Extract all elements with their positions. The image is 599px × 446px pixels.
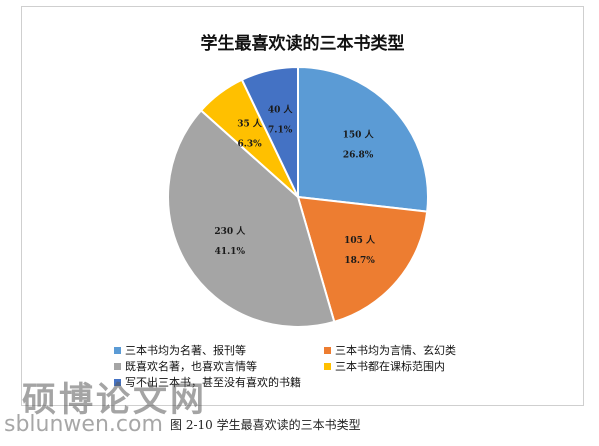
legend-swatch [324, 346, 331, 354]
pie-chart: 150 人 26.8% 105 人 18.7% 230 人 41.1% 35 人 6.3% 40… [167, 65, 429, 328]
watermark-logo: 硕博论文网 [22, 380, 207, 420]
legend-swatch [324, 362, 331, 370]
legend-item-0: 三本书均为名著、报刊等 [114, 343, 324, 357]
pie-count-label-4: 40 人 [268, 103, 294, 115]
chart-frame: 学生最喜欢读的三本书类型 150 人 26.8% 105 人 18.7% 230 人 41… [21, 6, 584, 406]
legend-item-4: 写不出三本书，甚至没有喜欢的书籍 [114, 375, 324, 389]
legend-swatch [114, 362, 121, 370]
pie-percent-label-1: 18.7% [344, 256, 375, 266]
pie-percent-label-0: 26.8% [343, 150, 374, 160]
pie-percent-label-3: 6.3% [237, 140, 262, 150]
chart-legend: 三本书均为名著、报刊等 三本书均为言情、玄幻类既喜欢名著，也喜欢言情等 三本书都在课… [114, 343, 534, 389]
pie-percent-label-2: 41.1% [215, 247, 246, 257]
legend-label: 三本书均为名著、报刊等 [125, 344, 246, 357]
legend-item-2: 既喜欢名著，也喜欢言情等 [114, 359, 324, 373]
legend-item-3: 三本书都在课标范围内 [324, 359, 534, 373]
pie-count-label-1: 105 人 [344, 234, 376, 246]
legend-label: 写不出三本书，甚至没有喜欢的书籍 [125, 376, 301, 389]
pie-count-label-2: 230 人 [214, 225, 246, 237]
pie-slice-0 [297, 65, 429, 213]
pie-count-label-3: 35 人 [237, 118, 263, 130]
legend-label: 既喜欢名著，也喜欢言情等 [125, 360, 257, 373]
pie-count-label-0: 150 人 [343, 128, 375, 140]
pie-slice-2 [167, 109, 336, 328]
pie-slice-4 [240, 65, 299, 198]
legend-swatch [114, 378, 121, 386]
legend-item-1: 三本书均为言情、玄幻类 [324, 343, 534, 357]
watermark-url: sblunwen.com [4, 412, 163, 437]
figure-caption: 图 2-10 学生最喜欢读的三本书类型 [170, 418, 361, 432]
legend-label: 三本书都在课标范围内 [335, 360, 445, 373]
legend-label: 三本书均为言情、玄幻类 [335, 344, 456, 357]
pie-slice-1 [296, 195, 429, 324]
legend-swatch [114, 346, 121, 354]
chart-title: 学生最喜欢读的三本书类型 [200, 34, 405, 54]
pie-percent-label-4: 7.1% [268, 125, 293, 135]
